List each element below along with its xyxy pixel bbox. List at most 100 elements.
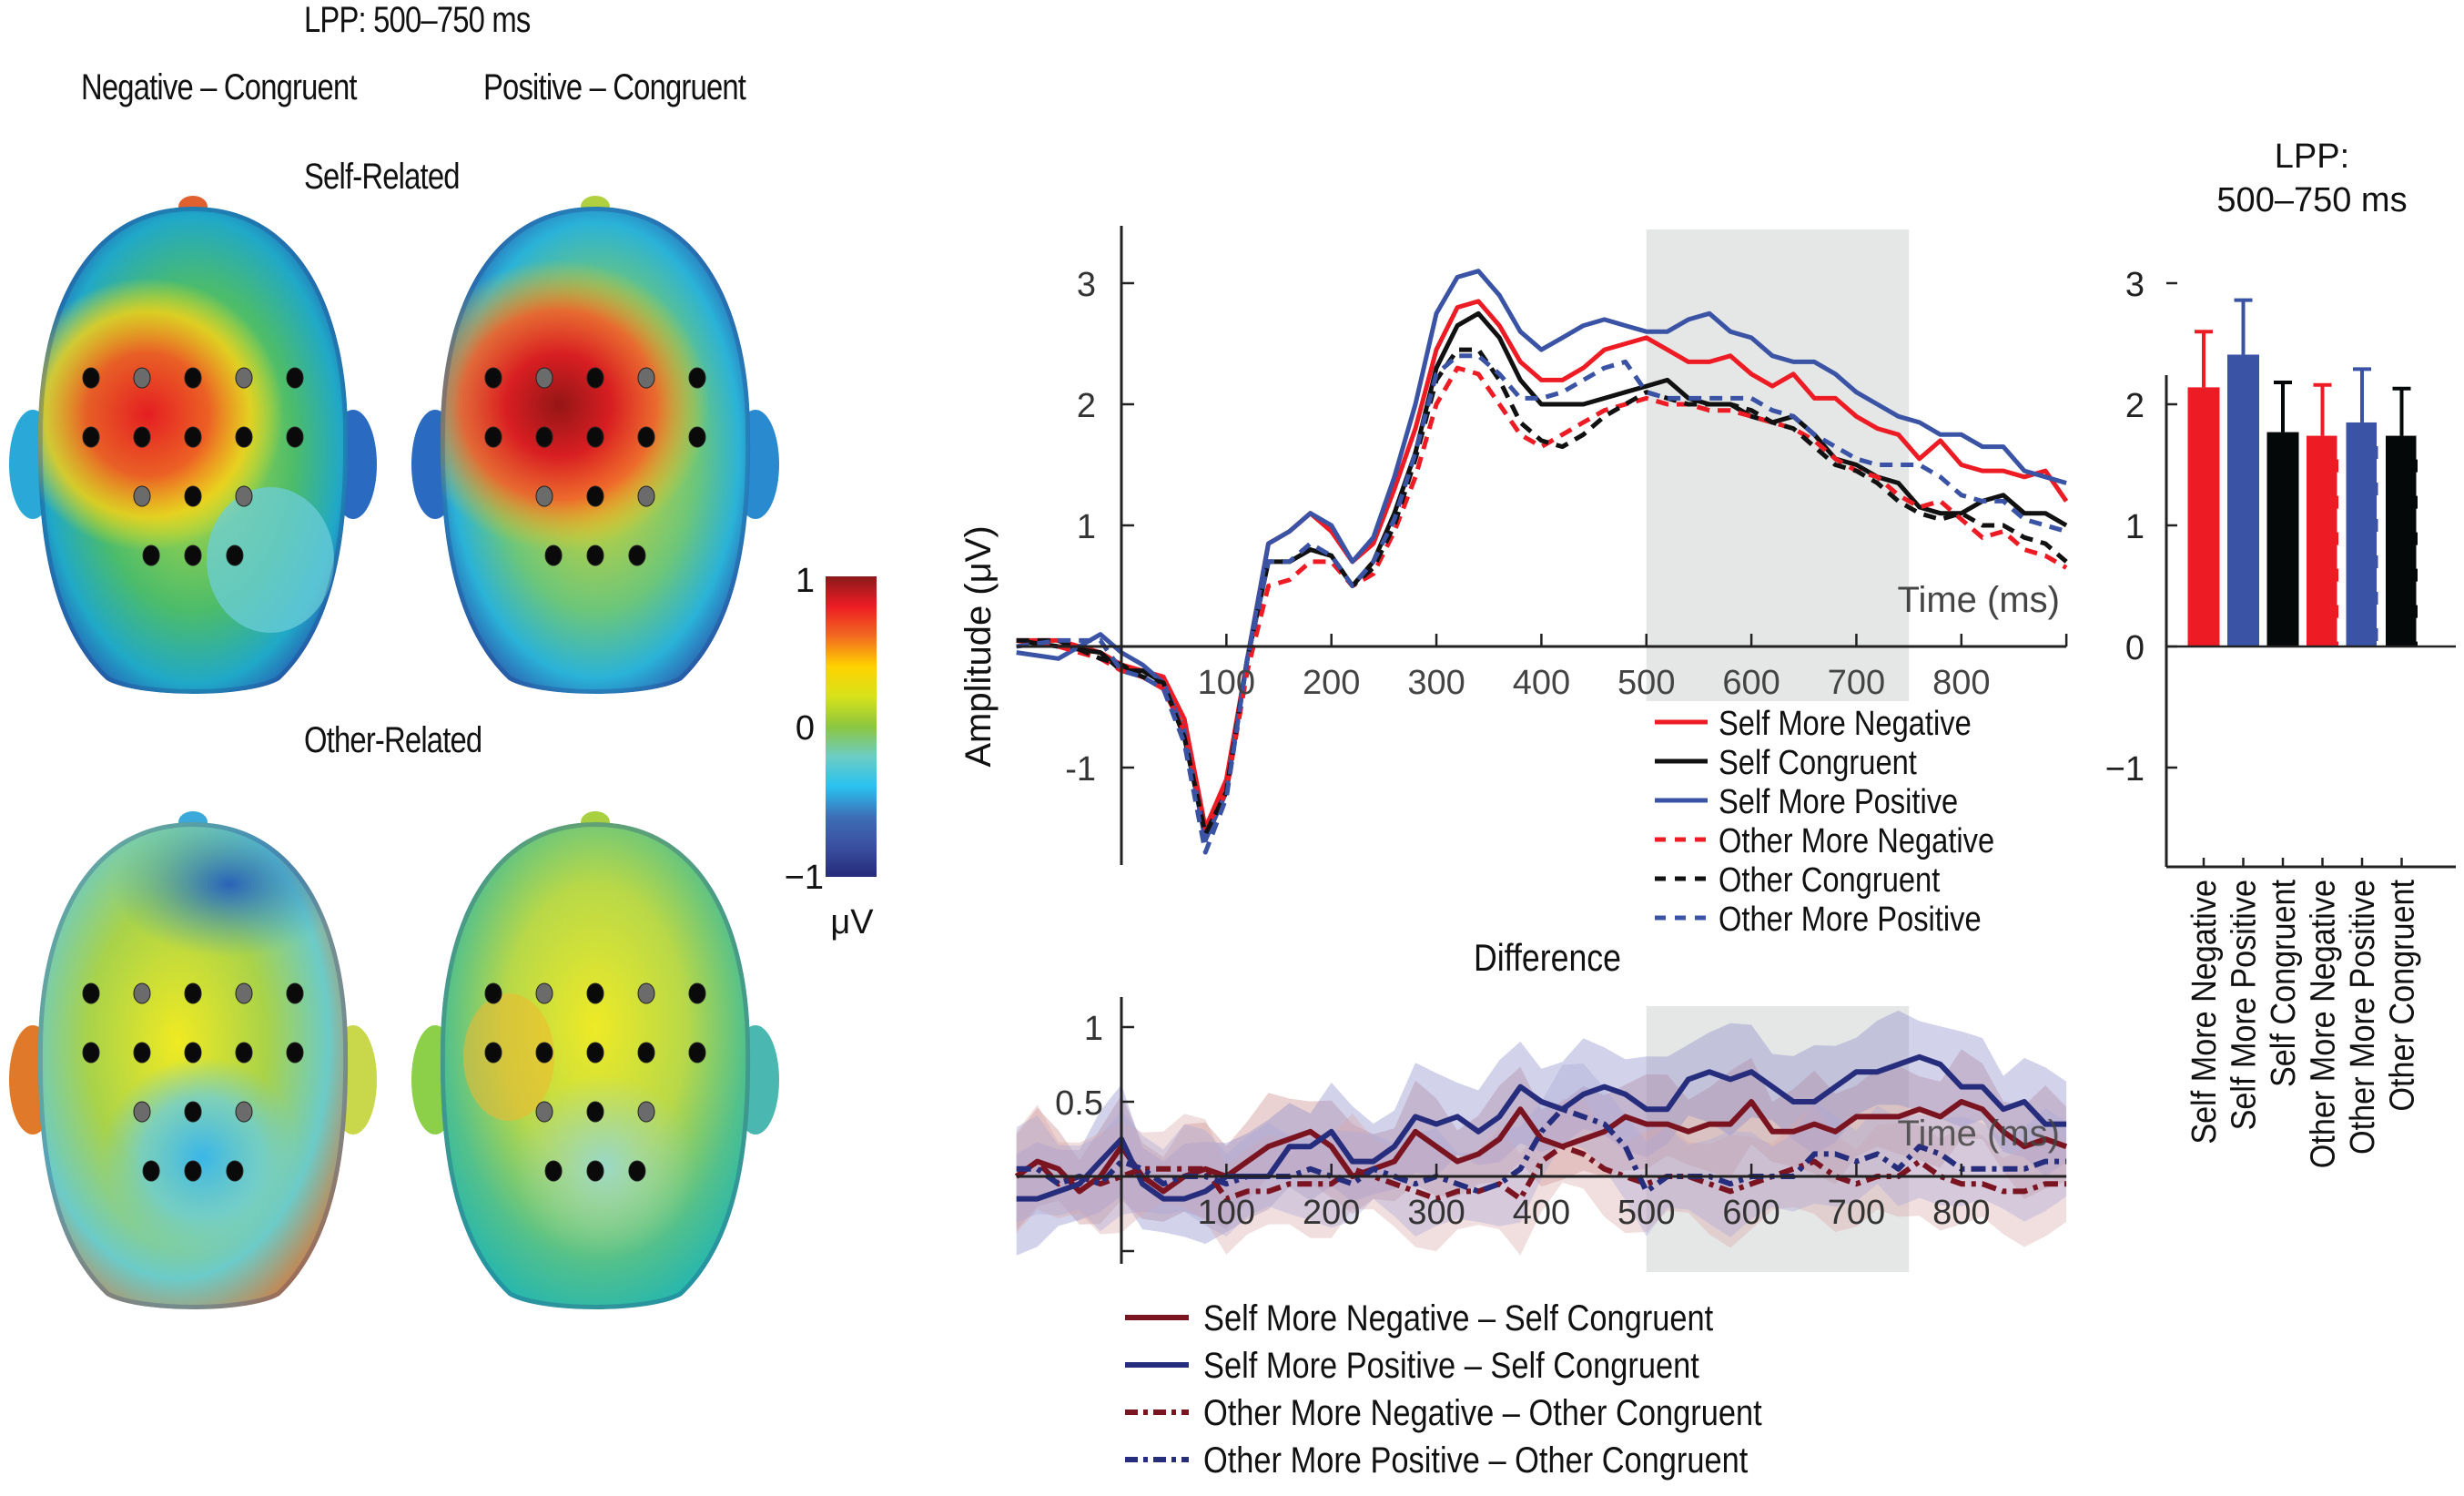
electrode <box>535 1101 553 1123</box>
erp-series-self-more-negative <box>1016 299 2069 830</box>
category-label: Self Congruent <box>2263 880 2302 1087</box>
erp-series-other-more-negative <box>1016 365 2068 830</box>
y-tick-label: -1 <box>1065 750 1096 789</box>
bar-other-more-positive <box>2346 422 2378 646</box>
colorbar-unit: μV <box>830 903 874 941</box>
bar-title-line2: 500–750 ms <box>2216 181 2407 219</box>
erp-x-axis-label: Time (ms) <box>1898 580 2060 620</box>
y-tick-label: 1 <box>2125 508 2145 546</box>
electrode <box>82 1042 100 1063</box>
electrode <box>235 485 253 507</box>
category-label: Other More Positive <box>2342 880 2381 1155</box>
topo-head-other-positive <box>411 811 779 1309</box>
erp-series-self-congruent <box>1016 310 2068 837</box>
x-tick-label: 700 <box>1828 664 1885 702</box>
electrode <box>133 1101 151 1123</box>
electrode <box>586 367 604 389</box>
legend-label: Self More Positive <box>1719 782 1958 821</box>
electrode <box>142 1160 160 1182</box>
lpp-window-shading <box>1646 229 1910 701</box>
x-tick-label: 800 <box>1932 664 1990 702</box>
legend-label: Other More Positive <box>1719 900 1982 939</box>
bar-other-more-negative <box>2307 435 2338 646</box>
electrode <box>184 982 202 1004</box>
electrode <box>226 1160 244 1182</box>
electrode <box>586 1101 604 1123</box>
difference-legend: Self More Negative – Self Congruent Self … <box>1125 1298 1762 1481</box>
y-tick-label: 2 <box>1077 387 1096 425</box>
electrode <box>637 1101 655 1123</box>
legend-label: Other More Positive – Other Congruent <box>1203 1440 1749 1481</box>
electrode <box>484 982 502 1004</box>
electrode <box>82 367 100 389</box>
difference-title: Difference <box>1474 937 1621 979</box>
electrode <box>637 1042 655 1063</box>
electrode <box>286 982 304 1004</box>
electrode <box>286 426 304 448</box>
category-label: Self More Negative <box>2184 880 2223 1145</box>
y-tick-label: 0.5 <box>1055 1084 1103 1123</box>
legend-label: Other Congruent <box>1719 860 1940 900</box>
electrode <box>535 426 553 448</box>
x-tick-label: 200 <box>1303 664 1360 702</box>
electrode <box>535 1042 553 1063</box>
erp-y-axis-label: Amplitude (μV) <box>958 525 999 767</box>
legend-label: Other More Negative <box>1719 821 1994 860</box>
electrode <box>535 367 553 389</box>
electrode <box>226 544 244 566</box>
legend-item: Self Congruent <box>1655 743 1917 782</box>
electrode <box>235 982 253 1004</box>
difference-series <box>1016 1053 2067 1202</box>
legend-item: Self More Positive – Self Congruent <box>1125 1345 1699 1386</box>
electrode <box>184 485 202 507</box>
electrode <box>184 1160 202 1182</box>
x-tick-label: 200 <box>1303 1194 1360 1232</box>
x-tick-label: 300 <box>1407 664 1465 702</box>
electrode <box>628 544 646 566</box>
electrode <box>637 367 655 389</box>
electrode <box>544 1160 563 1182</box>
electrode <box>235 367 253 389</box>
electrode <box>286 367 304 389</box>
electrode <box>142 544 160 566</box>
topography-maps: 1 0 −1 μV <box>9 196 877 1309</box>
bar-self-more-negative <box>2187 387 2220 646</box>
bar-self-more-positive <box>2227 354 2259 646</box>
electrode <box>184 426 202 448</box>
legend-label: Self More Negative – Self Congruent <box>1203 1298 1714 1338</box>
erp-series-other-congruent <box>1016 347 2068 837</box>
x-tick-label: 600 <box>1722 1194 1780 1232</box>
electrode <box>184 367 202 389</box>
electrode <box>184 1042 202 1063</box>
electrode <box>688 1042 706 1063</box>
topo-row-label-self: Self-Related <box>304 157 460 197</box>
y-tick-label: 1 <box>1077 508 1096 546</box>
electrode <box>637 982 655 1004</box>
electrode <box>586 426 604 448</box>
legend-item: Other Congruent <box>1655 860 1940 900</box>
electrode <box>586 1160 604 1182</box>
legend-item: Other More Positive <box>1655 900 1982 939</box>
confidence-band <box>1016 1049 2067 1230</box>
x-tick-label: 100 <box>1198 1194 1255 1232</box>
y-tick-label: −1 <box>2105 750 2145 789</box>
confidence-band <box>1016 1097 2067 1256</box>
bar-self-congruent <box>2266 432 2299 646</box>
electrode <box>688 982 706 1004</box>
legend-item: Other More Positive – Other Congruent <box>1125 1440 1749 1481</box>
electrode <box>484 367 502 389</box>
legend-label: Self More Positive – Self Congruent <box>1203 1345 1699 1386</box>
electrode <box>235 1101 253 1123</box>
colorbar-min-label: −1 <box>785 859 824 897</box>
legend-label: Self Congruent <box>1719 743 1917 782</box>
electrode <box>235 426 253 448</box>
electrode <box>535 485 553 507</box>
y-tick-label: 3 <box>2125 266 2145 304</box>
electrode <box>484 426 502 448</box>
y-tick-label: 0 <box>2125 629 2145 667</box>
erp-series-self-more-positive <box>1016 269 2067 843</box>
difference-x-axis-label: Time (ms) <box>1898 1114 2060 1154</box>
electrode <box>133 982 151 1004</box>
electrode <box>184 544 202 566</box>
x-tick-label: 500 <box>1617 1194 1675 1232</box>
